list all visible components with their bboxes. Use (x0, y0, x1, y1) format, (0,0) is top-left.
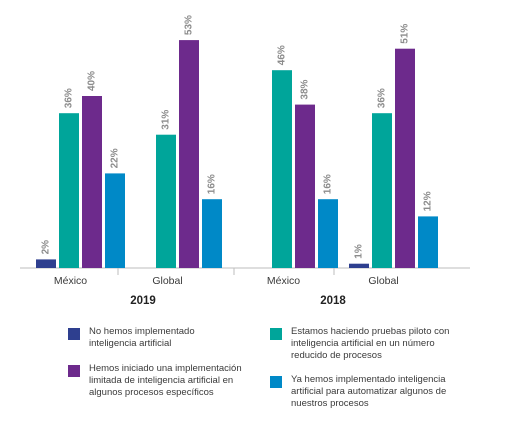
data-label: 12% (423, 191, 434, 211)
data-label: 38% (300, 79, 311, 99)
bar (349, 263, 369, 268)
data-label: 36% (377, 88, 388, 108)
data-label: 31% (161, 110, 172, 130)
bar (179, 40, 199, 268)
bar (105, 173, 125, 268)
bar (202, 199, 222, 268)
bar (372, 113, 392, 268)
bar (82, 96, 102, 268)
data-label: 1% (354, 244, 365, 259)
x-tick-label: México (267, 275, 300, 287)
x-tick-label: Global (368, 275, 398, 287)
data-label: 53% (184, 15, 195, 35)
year-group-label: 2018 (320, 295, 346, 307)
x-tick-label: Global (152, 275, 182, 287)
bar (418, 216, 438, 268)
data-label: 40% (87, 71, 98, 91)
bar (272, 70, 292, 268)
bar (156, 134, 176, 268)
data-label: 46% (277, 45, 288, 65)
data-label: 16% (323, 174, 334, 194)
bar (318, 199, 338, 268)
data-label: 36% (64, 88, 75, 108)
data-label: 22% (110, 148, 121, 168)
data-label: 2% (41, 240, 52, 255)
data-label: 16% (207, 174, 218, 194)
bar (36, 259, 56, 268)
x-tick-label: México (54, 275, 87, 287)
bar (59, 113, 79, 268)
bar (295, 104, 315, 268)
data-label: 51% (400, 24, 411, 44)
year-group-label: 2019 (130, 295, 156, 307)
bar (395, 48, 415, 269)
